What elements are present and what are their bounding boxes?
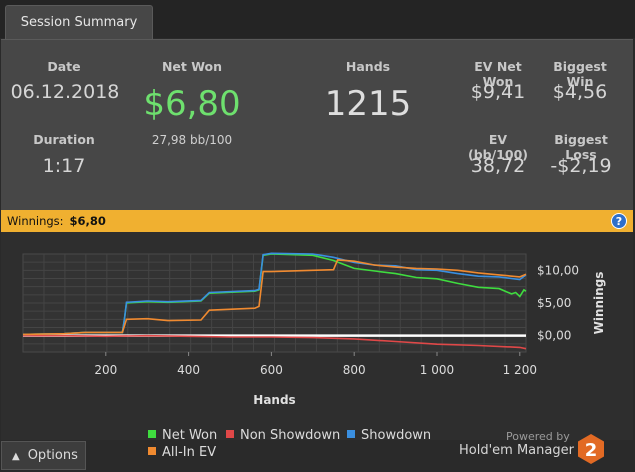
biggest-win-value: $4,56 (552, 81, 608, 103)
date-value: 06.12.2018 (10, 81, 120, 103)
winnings-summary: Winnings: $6,80 (7, 214, 106, 228)
x-tick-label: 200 (94, 363, 117, 377)
legend-item-all-in-ev[interactable]: All-In EV (148, 445, 216, 460)
biggest-loss-label: Biggest Loss (554, 132, 608, 162)
x-axis-label: Hands (253, 393, 295, 407)
legend-label-all-in-ev: All-In EV (162, 445, 217, 460)
x-tick-label: 1 200 (503, 363, 537, 377)
winnings-bar: Winnings: $6,80 ? (1, 210, 633, 232)
ev-net-won-value: $9,41 (470, 81, 526, 103)
session-summary-panel: Date 06.12.2018 Duration 1:17 Net Won $6… (1, 39, 633, 211)
winnings-label: Winnings: (7, 214, 64, 228)
legend-swatch-showdown (347, 430, 355, 438)
hem2-logo-icon: 2 (578, 434, 604, 464)
product-name: Hold'em Manager (459, 443, 574, 458)
hands-label: Hands (345, 59, 391, 74)
x-tick-label: 600 (260, 363, 283, 377)
y-tick-label: $0,00 (537, 329, 571, 343)
legend-label-showdown: Showdown (361, 428, 432, 443)
legend-swatch-non-showdown (226, 430, 234, 438)
legend-swatch-net-won (148, 430, 156, 438)
chart-legend: Net Won Non Showdown Showdown All-In EV (0, 425, 635, 465)
logo-digit: 2 (585, 440, 598, 461)
y-tick-label: $10,00 (537, 263, 579, 277)
y-tick-label: $5,00 (537, 296, 571, 310)
date-label: Date (47, 59, 81, 74)
winnings-chart: 200 400 600 800 1 000 1 200 $10,00 $5,00 $0,00 Ha… (22, 252, 606, 407)
net-won-value: $6,80 (143, 84, 241, 124)
duration-label: Duration (33, 132, 95, 147)
legend-item-non-showdown[interactable]: Non Showdown (226, 428, 340, 443)
legend-item-showdown[interactable]: Showdown (347, 428, 431, 443)
hands-value: 1215 (324, 84, 412, 124)
x-tick-label: 800 (343, 363, 366, 377)
help-icon[interactable]: ? (611, 213, 627, 229)
legend-label-net-won: Net Won (162, 428, 218, 443)
y-axis-label: Winnings (592, 272, 606, 335)
x-tick-label: 1 000 (420, 363, 454, 377)
tab-session-summary[interactable]: Session Summary (5, 5, 153, 39)
legend-label-non-showdown: Non Showdown (240, 428, 341, 443)
x-tick-label: 400 (177, 363, 200, 377)
legend-swatch-all-in-ev (148, 447, 156, 455)
series-line-all-in-ev (22, 259, 527, 336)
legend-item-net-won[interactable]: Net Won (148, 428, 217, 443)
tab-bar: Session Summary (0, 0, 635, 39)
chevron-up-icon: ▲ (12, 451, 20, 462)
series-line-non-showdown (23, 334, 527, 350)
chart-panel: 200 400 600 800 1 000 1 200 $10,00 $5,00 $0,00 Ha… (1, 232, 633, 440)
bb-per-100-value: 27,98 bb/100 (151, 133, 233, 147)
duration-value: 1:17 (42, 155, 86, 177)
biggest-win-label: Biggest Win (553, 59, 607, 89)
biggest-loss-value: -$2,19 (550, 155, 612, 177)
ev-bb-value: 38,72 (470, 155, 526, 177)
series-line-showdown (22, 252, 527, 336)
winnings-value: $6,80 (69, 214, 106, 228)
ev-bb-label: EV (bb/100) (468, 132, 528, 162)
ev-net-won-label: EV Net Won (474, 59, 522, 89)
options-button[interactable]: ▲ Options (1, 441, 86, 470)
powered-by-text: Powered by (506, 430, 570, 443)
options-label: Options (27, 448, 78, 463)
net-won-label: Net Won (161, 59, 223, 74)
